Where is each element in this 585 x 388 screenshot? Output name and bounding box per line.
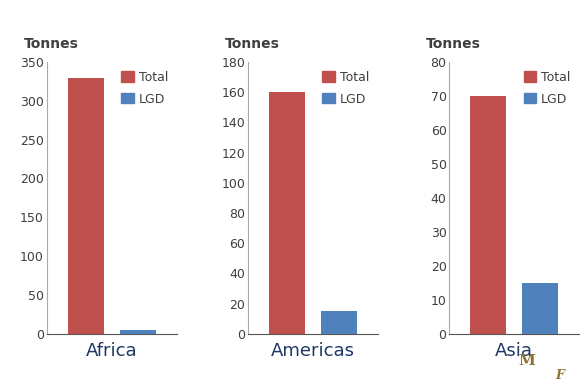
Text: F: F (555, 369, 564, 382)
Bar (119, 330, 156, 334)
Bar (321, 311, 357, 334)
Legend: Total, LGD: Total, LGD (320, 68, 371, 108)
Text: Tonnes: Tonnes (426, 37, 481, 51)
Legend: Total, LGD: Total, LGD (119, 68, 170, 108)
Text: M: M (518, 354, 535, 369)
X-axis label: Asia: Asia (495, 342, 534, 360)
X-axis label: Americas: Americas (271, 342, 355, 360)
Bar (68, 78, 104, 334)
Text: Tonnes: Tonnes (23, 37, 78, 51)
Text: ASM – an opportunity for LGD refiners?: ASM – an opportunity for LGD refiners? (90, 13, 495, 33)
Bar (522, 283, 558, 334)
Text: Tonnes: Tonnes (225, 37, 280, 51)
X-axis label: Africa: Africa (86, 342, 137, 360)
Legend: Total, LGD: Total, LGD (521, 68, 573, 108)
Bar (470, 96, 507, 334)
Bar (269, 92, 305, 334)
